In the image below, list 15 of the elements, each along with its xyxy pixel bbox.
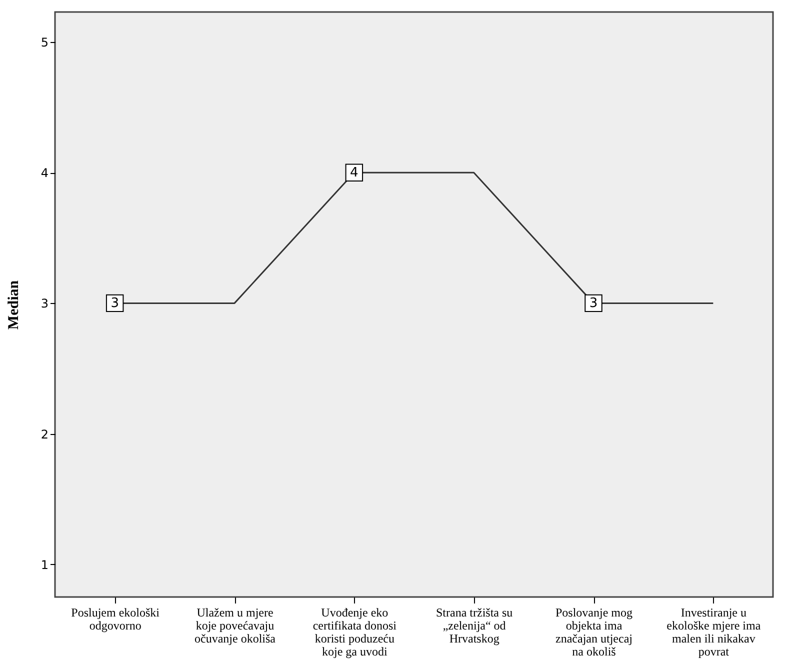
x-tick-label: Ulažem u mjere koje povećavaju očuvanje okoliša [194,606,276,646]
y-tick-label: 1 [40,558,48,572]
x-tick-label: Investiranje u ekološke mjere ima malen ili nikakav povrat [666,606,762,658]
y-tick-label: 3 [40,296,48,311]
data-label: 3 [589,296,598,312]
x-tick-label: Strana tržišta su „zelenija“ od Hrvatskog [436,606,513,646]
y-tick-label: 2 [40,427,48,442]
y-tick-label: 4 [40,166,48,180]
y-tick-label: 5 [40,36,48,50]
data-label: 4 [350,166,358,181]
x-tick-label: Poslujem ekološki odgovorno [71,606,160,632]
x-tick-label: Poslovanje mog objekta ima značajan utjecaj na okoliš [556,606,632,658]
y-axis-title: Median [6,280,22,330]
data-label: 3 [110,296,119,312]
x-tick-label: Uvođenje eko certifikata donosi koristi poduzeću koje ga uvodi [312,606,398,658]
